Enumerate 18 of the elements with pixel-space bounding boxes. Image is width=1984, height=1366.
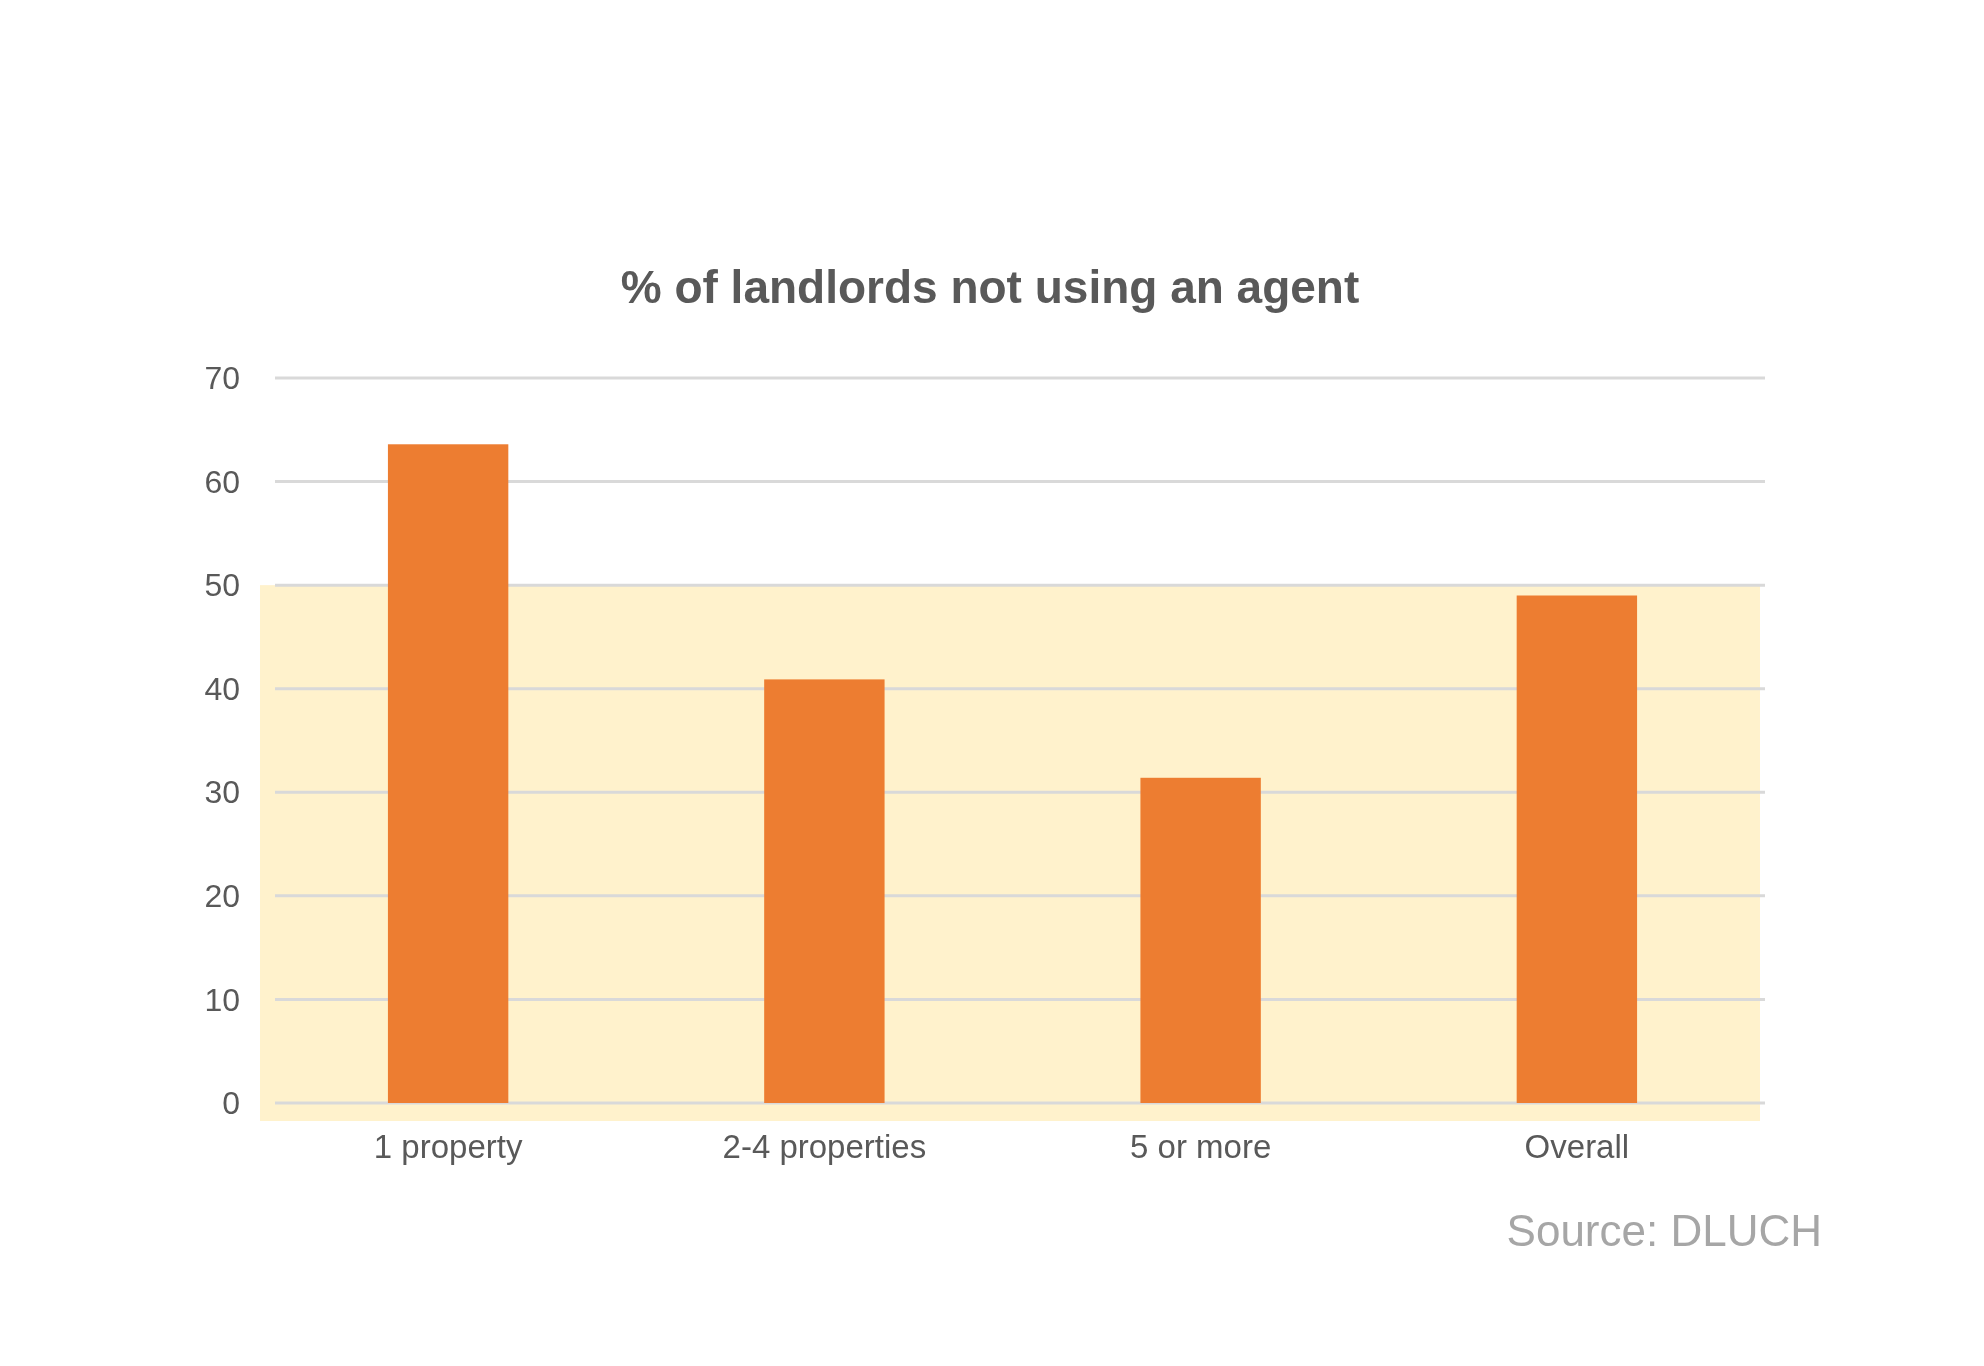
y-tick-label: 10 bbox=[204, 981, 240, 1018]
x-tick-label: 5 or more bbox=[1130, 1128, 1272, 1165]
bar bbox=[387, 444, 509, 1103]
y-tick-label: 20 bbox=[204, 878, 240, 915]
x-tick-label: 1 property bbox=[373, 1128, 523, 1165]
y-tick-label: 40 bbox=[204, 670, 240, 707]
y-tick-label: 30 bbox=[204, 774, 240, 811]
y-tick-label: 60 bbox=[204, 463, 240, 500]
y-tick-label: 0 bbox=[222, 1085, 240, 1122]
chart-title: % of landlords not using an agent bbox=[620, 261, 1360, 313]
y-tick-label: 50 bbox=[204, 567, 240, 604]
bar bbox=[1140, 777, 1261, 1103]
x-tick-label: Overall bbox=[1524, 1128, 1630, 1165]
bar bbox=[1516, 595, 1638, 1103]
source-note: Source: DLUCH bbox=[1506, 1206, 1822, 1255]
y-tick-label: 70 bbox=[204, 360, 240, 397]
x-tick-label: 2-4 properties bbox=[722, 1128, 927, 1165]
bar bbox=[764, 679, 885, 1103]
